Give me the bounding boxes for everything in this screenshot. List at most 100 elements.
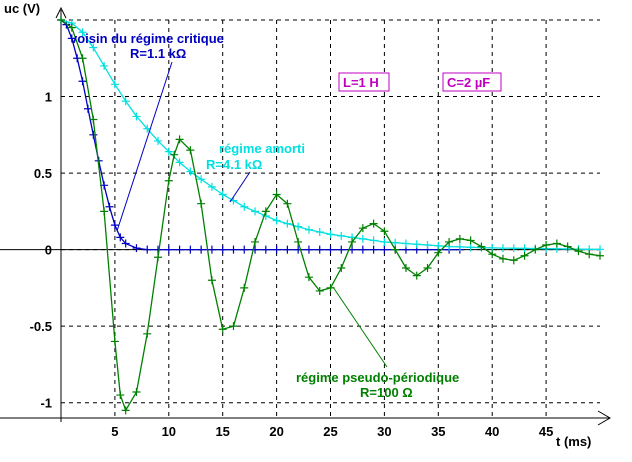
data-point-amorti-25	[326, 230, 335, 239]
data-point-critique-17	[175, 245, 184, 254]
data-point-critique-34	[358, 245, 367, 254]
y-axis-label: uc (V)	[4, 1, 40, 16]
y-axis-arrow	[55, 6, 67, 19]
data-point-amorti-23	[304, 225, 313, 234]
data-point-pseudo-37	[434, 248, 443, 257]
data-point-pseudo-47	[542, 241, 551, 250]
data-point-pseudo-14	[186, 146, 195, 155]
data-point-pseudo-25	[304, 273, 313, 282]
annotation-pseudo-title: régime pseudo-périodique	[296, 370, 459, 385]
data-point-amorti-41	[498, 244, 507, 253]
data-point-pseudo-0	[57, 16, 65, 24]
x-tick-label-30: 30	[377, 424, 391, 439]
data-point-amorti-33	[412, 240, 421, 249]
data-point-amorti-26	[337, 231, 346, 240]
data-point-amorti-32	[401, 239, 410, 248]
data-point-amorti-20	[272, 216, 281, 225]
data-point-critique-12	[121, 239, 130, 248]
data-point-pseudo-45	[520, 251, 529, 260]
chart-grid	[61, 19, 600, 418]
data-point-pseudo-35	[412, 271, 421, 280]
data-point-amorti-21	[283, 219, 292, 228]
data-point-pseudo-8	[132, 387, 141, 396]
data-point-critique-30	[315, 245, 324, 254]
data-point-pseudo-19	[240, 283, 249, 292]
data-point-pseudo-10	[154, 253, 163, 262]
data-point-pseudo-20	[251, 237, 260, 246]
data-point-pseudo-12	[170, 150, 179, 159]
data-point-critique-23	[240, 245, 249, 254]
data-point-pseudo-16	[207, 276, 216, 285]
data-point-amorti-17	[240, 202, 249, 211]
data-point-pseudo-32	[380, 227, 389, 236]
annotation-critique-title: voisin du régime critique	[70, 31, 224, 46]
y-tick-label-0.5: 0.5	[34, 166, 52, 181]
data-point-amorti-6	[121, 97, 130, 106]
data-point-pseudo-40	[466, 236, 475, 245]
data-point-amorti-5	[110, 80, 119, 89]
data-point-critique-13	[132, 244, 141, 253]
data-point-pseudo-48	[552, 239, 561, 248]
data-point-pseudo-31	[369, 219, 378, 228]
data-point-pseudo-7	[121, 406, 130, 415]
data-point-critique-10	[110, 221, 119, 230]
data-point-pseudo-2	[78, 54, 87, 63]
data-point-pseudo-17	[218, 325, 227, 334]
data-point-amorti-9	[154, 136, 163, 145]
data-point-amorti-14	[207, 182, 216, 191]
data-point-amorti-30	[380, 237, 389, 246]
data-point-amorti-28	[358, 234, 367, 243]
data-point-pseudo-34	[401, 263, 410, 272]
data-point-amorti-31	[391, 238, 400, 247]
x-tick-label-40: 40	[485, 424, 499, 439]
data-point-critique-35	[369, 245, 378, 254]
data-point-critique-21	[218, 245, 227, 254]
data-point-critique-26	[272, 245, 281, 254]
data-point-pseudo-1	[67, 23, 76, 32]
annotation-amorti-resistance: R=4.1 kΩ	[206, 157, 262, 172]
data-point-critique-24	[251, 245, 260, 254]
data-point-pseudo-5	[110, 337, 119, 346]
data-point-pseudo-41	[477, 242, 486, 251]
data-point-pseudo-42	[488, 250, 497, 259]
data-point-amorti-15	[218, 190, 227, 199]
x-tick-label-5: 5	[111, 424, 118, 439]
x-tick-label-35: 35	[431, 424, 445, 439]
data-point-pseudo-11	[164, 176, 173, 185]
data-point-pseudo-13	[175, 135, 184, 144]
x-tick-label-15: 15	[215, 424, 229, 439]
data-point-amorti-29	[369, 236, 378, 245]
data-point-critique-14	[143, 245, 152, 254]
data-point-pseudo-15	[197, 199, 206, 208]
data-point-amorti-34	[423, 241, 432, 250]
inductance-box	[338, 72, 390, 92]
y-tick-label-1: 1	[45, 90, 52, 105]
y-tick-label-0: 0	[45, 243, 52, 258]
data-point-amorti-13	[197, 175, 206, 184]
x-tick-label-25: 25	[323, 424, 337, 439]
tick-labels: 5 10 15 20 25 30 35 40 45 -1 -0.5 0 0.5 1	[30, 90, 554, 439]
data-point-amorti-37	[455, 242, 464, 251]
data-point-amorti-4	[100, 61, 109, 70]
annotation-critique-resistance: R=1.1 kΩ	[130, 46, 186, 61]
callout-pseudo	[332, 286, 388, 368]
x-tick-label-10: 10	[162, 424, 176, 439]
y-tick-label--1: -1	[40, 396, 52, 411]
data-point-pseudo-18	[229, 322, 238, 331]
data-point-critique-11	[116, 233, 125, 242]
data-point-critique-2	[67, 34, 76, 43]
data-point-amorti-38	[466, 243, 475, 252]
data-point-amorti-10	[164, 147, 173, 156]
data-point-pseudo-38	[445, 237, 454, 246]
data-point-critique-20	[207, 245, 216, 254]
data-point-pseudo-6	[116, 391, 125, 400]
data-point-pseudo-33	[391, 245, 400, 254]
data-point-critique-32	[337, 245, 346, 254]
data-point-critique-25	[261, 245, 270, 254]
data-point-pseudo-50	[574, 247, 583, 256]
data-point-critique-19	[197, 245, 206, 254]
annotation-capacitance: C=2 µF	[447, 75, 490, 90]
data-point-pseudo-30	[358, 224, 367, 233]
data-point-amorti-42	[509, 244, 518, 253]
data-point-pseudo-29	[348, 237, 357, 246]
